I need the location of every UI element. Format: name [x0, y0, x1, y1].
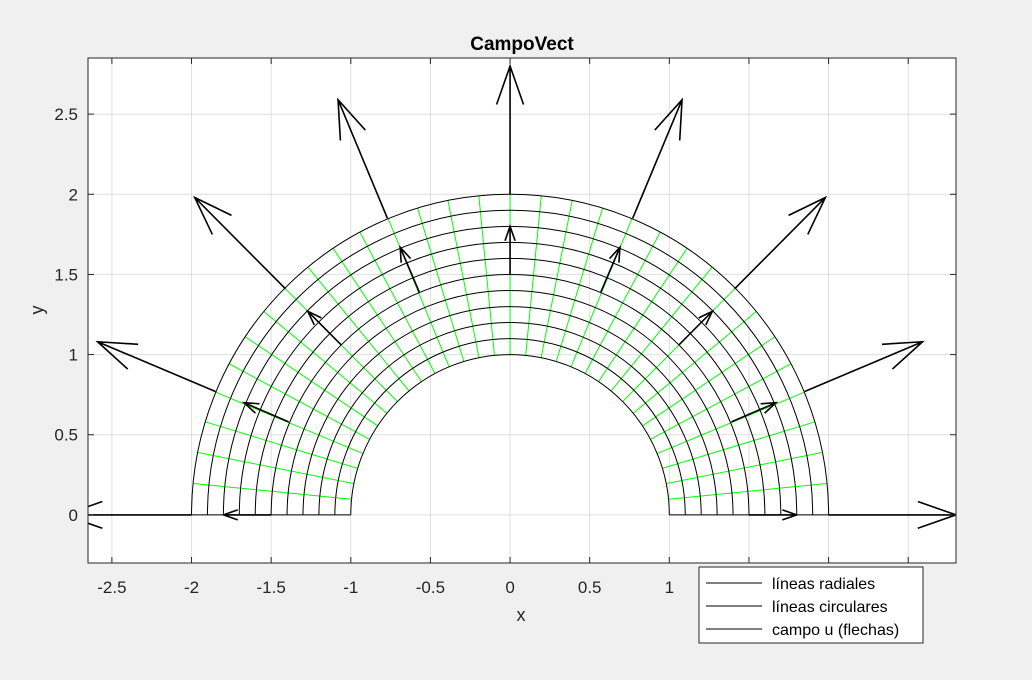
circular-line: [318, 322, 702, 515]
field-arrow: [495, 63, 525, 195]
x-tick-label: 0.5: [578, 578, 602, 597]
field-arrows: [88, 63, 956, 530]
x-tick-label: -2: [184, 578, 199, 597]
y-tick-label: 1: [69, 346, 78, 365]
legend-box: [698, 566, 924, 644]
circular-line: [191, 193, 830, 515]
y-tick-label: 0: [69, 506, 78, 525]
field-arrow: [337, 97, 389, 219]
circular-line: [206, 209, 814, 515]
field-arrow: [678, 309, 715, 346]
y-tick-label: 2.5: [54, 105, 78, 124]
field-arrow: [306, 309, 342, 346]
field-arrow: [399, 244, 421, 293]
chart-title: CampoVect: [470, 34, 574, 55]
x-tick-label: -1: [343, 578, 358, 597]
y-tick-label: 1.5: [54, 265, 78, 284]
field-arrow: [828, 500, 956, 530]
legend: líneas radiales líneas circulares campo …: [698, 566, 924, 644]
field-arrow: [88, 500, 192, 530]
field-arrow: [631, 97, 683, 219]
y-tick-label: 0.5: [54, 426, 78, 445]
field-arrow: [241, 401, 289, 423]
circular-line: [334, 338, 686, 515]
field-arrow: [600, 244, 621, 293]
field-arrow: [220, 509, 272, 521]
circular-line: [350, 354, 670, 515]
x-tick-label: -0.5: [416, 578, 445, 597]
field-arrow: [731, 401, 779, 423]
field-arrow: [95, 340, 216, 393]
field-arrow: [193, 195, 287, 290]
plot-area: [88, 58, 956, 563]
y-axis-label: y: [27, 306, 47, 315]
field-arrow: [734, 195, 828, 290]
x-tick-label: -2.5: [97, 578, 126, 597]
field-arrow: [804, 340, 925, 393]
x-tick-label: 0: [505, 578, 514, 597]
field-arrow: [748, 509, 800, 521]
field-arrow: [504, 223, 516, 275]
circular-line: [286, 290, 734, 515]
axes-box: [87, 57, 957, 564]
x-axis-label: x: [517, 605, 526, 625]
x-tick-label: -1.5: [257, 578, 286, 597]
legend-label-circular: líneas circulares: [772, 599, 888, 616]
y-tick-label: 2: [69, 185, 78, 204]
circular-line: [302, 306, 718, 515]
circular-line: [270, 274, 750, 515]
legend-label-radial: líneas radiales: [772, 576, 875, 593]
legend-label-arrows: campo u (flechas): [772, 622, 899, 639]
x-tick-label: 1: [665, 578, 674, 597]
